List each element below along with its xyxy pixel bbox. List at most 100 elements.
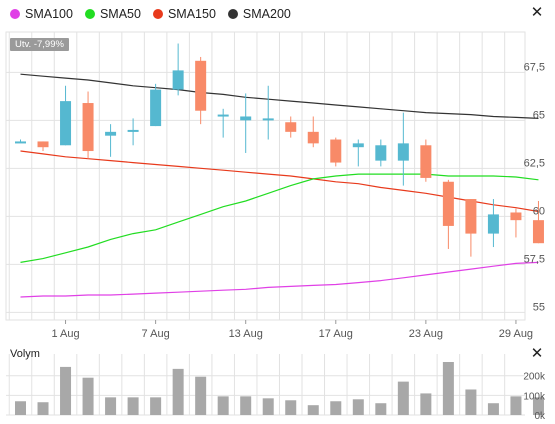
y-tick-label: 55 <box>533 301 545 313</box>
candle <box>487 199 499 248</box>
candle <box>82 91 94 159</box>
volume-title: Volym <box>10 348 40 360</box>
price-panel-frame <box>5 31 526 321</box>
volume-bar <box>60 366 72 415</box>
candle <box>532 200 544 244</box>
candle <box>375 139 387 167</box>
candle <box>352 139 364 167</box>
candle-body <box>240 116 252 121</box>
candle <box>420 139 432 182</box>
x-tick-label: 1 Aug <box>51 328 79 340</box>
candle <box>60 85 72 146</box>
close-volume-icon[interactable]: ✕ <box>530 345 544 362</box>
legend-label-sma50: SMA50 <box>99 7 141 21</box>
volume-bar <box>127 397 139 415</box>
candle-body <box>487 214 499 234</box>
volume-bar <box>397 381 409 415</box>
volume-bar <box>217 396 229 415</box>
candle <box>217 108 229 138</box>
legend-swatch-sma50 <box>84 9 95 19</box>
candle-body <box>82 103 94 152</box>
candle-body <box>352 143 364 148</box>
volume-bar <box>262 398 274 415</box>
candle <box>37 141 49 152</box>
candle-body <box>37 141 49 148</box>
x-tick-label: 13 Aug <box>229 328 263 340</box>
candle <box>172 43 184 96</box>
volume-bar <box>330 401 342 415</box>
candle-body <box>397 143 409 161</box>
volume-bar <box>285 400 297 415</box>
legend-label-sma100: SMA100 <box>25 7 73 21</box>
volume-bar <box>375 403 387 415</box>
x-tick-label: 7 Aug <box>142 328 170 340</box>
legend-swatch-sma150 <box>152 9 163 19</box>
volume-bar <box>105 397 117 415</box>
volume-bar <box>487 403 499 415</box>
volume-bar <box>352 399 364 415</box>
candle-body <box>465 199 477 234</box>
volume-bar <box>465 389 477 415</box>
candle-body <box>285 122 297 132</box>
candle-body <box>330 139 342 163</box>
candle-body <box>262 118 274 121</box>
candle <box>307 116 319 148</box>
candle-body <box>15 141 26 144</box>
candle <box>397 112 409 186</box>
volume-tick-label: 100k <box>523 391 546 402</box>
candle <box>150 83 162 127</box>
legend-label-sma150: SMA150 <box>167 7 216 21</box>
y-tick-label: 57,5 <box>524 253 545 265</box>
y-tick-label: 65 <box>533 109 545 121</box>
candle-body <box>127 129 139 132</box>
volume-bar <box>172 368 184 415</box>
legend-item-sma50[interactable]: SMA50 <box>84 7 141 21</box>
series-line-sma200 <box>20 73 539 119</box>
candle <box>465 199 477 257</box>
candle <box>240 93 252 153</box>
candle-body <box>195 60 207 111</box>
candle-body <box>510 212 522 221</box>
volume-bar <box>420 393 432 415</box>
volume-bar <box>37 402 49 415</box>
candle-body <box>105 131 117 136</box>
close-icon[interactable]: ✕ <box>530 4 544 21</box>
candle <box>262 85 274 140</box>
volume-tick-label: 200k <box>523 372 546 383</box>
legend-item-sma150[interactable]: SMA150 <box>152 7 216 21</box>
candle-body <box>172 70 184 90</box>
legend-swatch-sma100 <box>10 9 20 19</box>
legend-item-sma100[interactable]: SMA100 <box>10 7 73 21</box>
candle-body <box>442 181 454 226</box>
volume-tick-label: 0k <box>534 411 546 422</box>
y-tick-label: 60 <box>533 205 545 217</box>
candle-body <box>532 220 544 244</box>
candle-body <box>150 89 162 127</box>
candle <box>127 118 139 146</box>
candle-body <box>375 145 387 161</box>
volume-bars <box>15 362 544 415</box>
x-tick-label: 17 Aug <box>319 328 353 340</box>
series-line-sma100 <box>20 261 539 298</box>
volume-bar <box>195 376 207 415</box>
change-badge: Utv. -7,99% <box>10 38 69 51</box>
legend-swatch-sma200 <box>227 9 238 19</box>
volume-bar <box>15 401 26 415</box>
volume-bar <box>510 396 522 415</box>
y-tick-label: 62,5 <box>524 157 545 169</box>
volume-bar <box>307 405 319 415</box>
chart-legend: SMA100 SMA50 SMA150 SMA200 <box>0 0 555 28</box>
axis-labels: 55 57,5 60 62,5 65 67,5 1 Aug 7 Aug 13 Aug 17 Aug… <box>51 61 546 422</box>
volume-bar <box>150 397 162 415</box>
candle <box>15 139 26 144</box>
x-tick-label: 29 Aug <box>499 328 533 340</box>
candle-body <box>60 101 72 146</box>
y-tick-label: 67,5 <box>524 61 545 73</box>
volume-bar <box>442 362 454 415</box>
series-line-sma50 <box>20 173 539 263</box>
candle-body <box>420 145 432 178</box>
legend-item-sma200[interactable]: SMA200 <box>227 7 291 21</box>
candle <box>285 116 297 138</box>
candle <box>442 179 454 249</box>
